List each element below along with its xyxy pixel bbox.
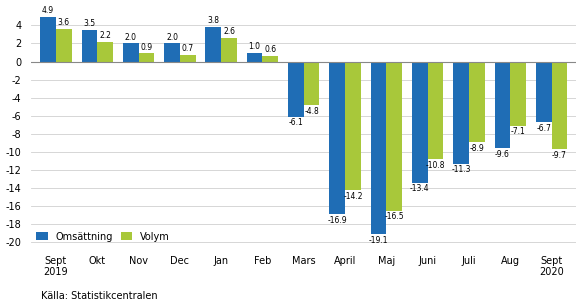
- Text: -13.4: -13.4: [410, 184, 430, 193]
- Bar: [453, 61, 469, 164]
- Bar: [288, 61, 304, 117]
- Text: -8.9: -8.9: [470, 144, 484, 153]
- Text: -11.3: -11.3: [452, 165, 471, 174]
- Text: 2.2: 2.2: [99, 31, 111, 40]
- Bar: [428, 61, 443, 159]
- Text: 3.5: 3.5: [83, 19, 95, 28]
- Bar: [40, 17, 56, 61]
- Text: 3.8: 3.8: [207, 16, 219, 26]
- Bar: [552, 61, 567, 149]
- Bar: [56, 29, 72, 61]
- Bar: [205, 27, 221, 61]
- Text: Källa: Statistikcentralen: Källa: Statistikcentralen: [41, 291, 157, 301]
- Text: -19.1: -19.1: [369, 236, 388, 245]
- Bar: [469, 61, 485, 142]
- Bar: [412, 61, 428, 182]
- Text: 2.0: 2.0: [166, 33, 178, 42]
- Text: -7.1: -7.1: [511, 127, 526, 136]
- Bar: [510, 61, 526, 126]
- Bar: [536, 61, 552, 122]
- Text: -16.5: -16.5: [385, 212, 404, 221]
- Bar: [97, 42, 113, 61]
- Bar: [180, 55, 196, 61]
- Text: -6.1: -6.1: [289, 119, 303, 127]
- Text: -9.6: -9.6: [495, 150, 510, 159]
- Bar: [345, 61, 361, 190]
- Bar: [164, 43, 180, 61]
- Text: -4.8: -4.8: [304, 107, 319, 116]
- Bar: [386, 61, 402, 211]
- Text: -14.2: -14.2: [343, 192, 363, 201]
- Bar: [81, 30, 97, 61]
- Text: 2.6: 2.6: [223, 27, 235, 36]
- Text: -10.8: -10.8: [426, 161, 445, 170]
- Text: -9.7: -9.7: [552, 151, 567, 160]
- Bar: [247, 53, 262, 61]
- Text: 2.0: 2.0: [125, 33, 137, 42]
- Bar: [329, 61, 345, 214]
- Bar: [371, 61, 386, 234]
- Bar: [123, 43, 139, 61]
- Text: -16.9: -16.9: [328, 216, 347, 225]
- Text: 3.6: 3.6: [58, 18, 70, 27]
- Text: 0.9: 0.9: [140, 43, 152, 52]
- Bar: [304, 61, 320, 105]
- Bar: [221, 38, 237, 61]
- Text: 0.6: 0.6: [264, 45, 276, 54]
- Text: 1.0: 1.0: [249, 42, 261, 51]
- Text: -6.7: -6.7: [537, 124, 551, 133]
- Text: 0.7: 0.7: [182, 44, 194, 54]
- Bar: [139, 54, 154, 61]
- Bar: [262, 56, 278, 61]
- Bar: [495, 61, 510, 148]
- Text: 4.9: 4.9: [42, 6, 54, 16]
- Legend: Omsättning, Volym: Omsättning, Volym: [36, 232, 170, 242]
